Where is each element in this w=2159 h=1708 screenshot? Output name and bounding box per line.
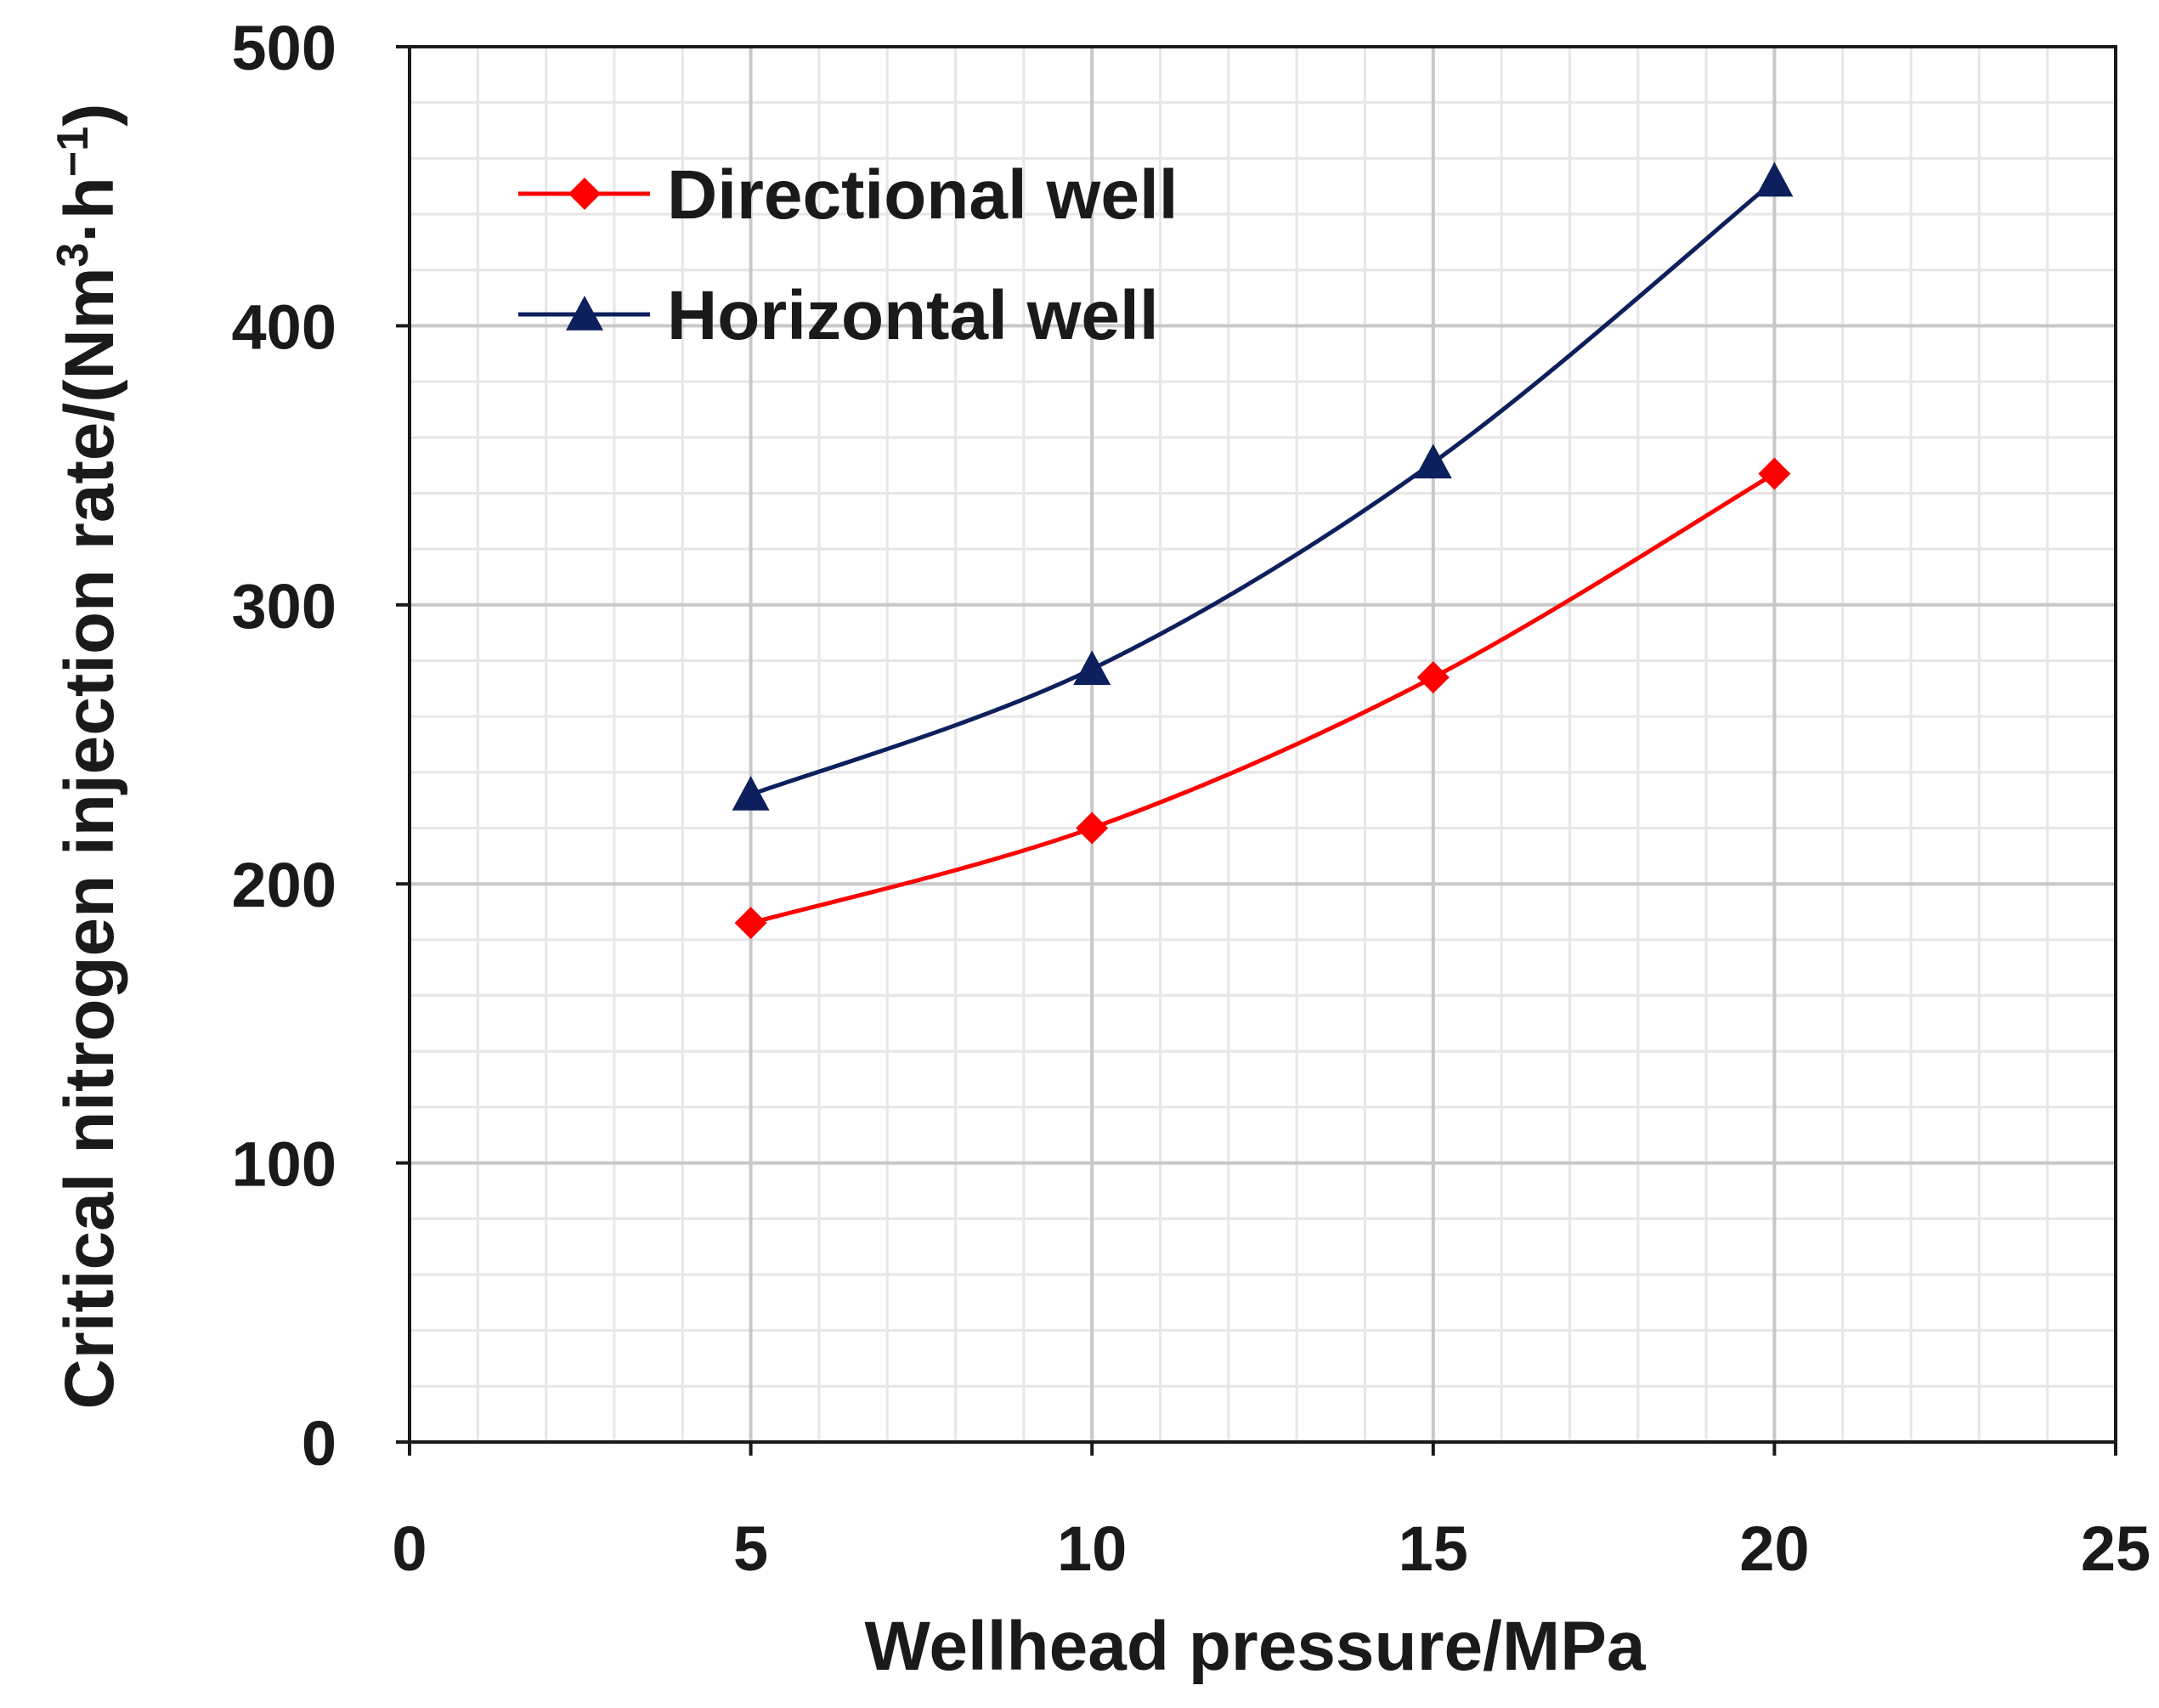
y-tick-label: 100 [232,1129,336,1200]
x-tick-label: 0 [392,1513,427,1584]
data-point-horizontal-well [1073,650,1111,686]
x-tick-label: 15 [1399,1513,1468,1584]
legend-entry-directional-well: Directional well [518,156,1178,234]
major-gridlines [410,47,2116,1442]
y-axis-title-suffix: ) [51,103,128,126]
data-point-directional-well [1416,661,1450,694]
legend: Directional well Horizontal well [518,156,1178,354]
series-line-horizontal-well [749,178,1776,797]
y-axis-title-sup-2: −1 [48,127,98,177]
series-directional-well [734,457,1791,940]
x-axis-title: Wellhead pressure/MPa [864,1608,1646,1685]
y-tick-label: 400 [232,291,336,362]
data-point-directional-well [1076,812,1109,845]
x-tick-label: 5 [733,1513,768,1584]
y-axis-title-mid: ·h [51,177,128,242]
y-axis-title: Critical nitrogen injection rate/(Nm3·h−… [48,103,128,1409]
y-axis-title-sup-1: 3 [48,243,98,268]
data-point-horizontal-well [732,776,770,811]
x-tick-label: 20 [1739,1513,1809,1584]
legend-marker-horizontal-well [566,296,603,331]
y-axis-tick-labels: 0 100 200 300 400 500 [232,13,336,1479]
data-point-directional-well [734,907,767,940]
x-axis-tick-labels: 0 5 10 15 20 25 [392,1513,2151,1584]
plot-area-frame [408,45,2117,1444]
y-tick-label: 200 [232,850,336,920]
x-tick-label: 10 [1057,1513,1127,1584]
legend-marker-directional-well [568,178,601,210]
series-layer [732,161,1794,940]
data-point-directional-well [1758,457,1791,490]
data-point-horizontal-well [1755,161,1794,197]
axis-ticks [396,45,2117,1456]
y-tick-label: 300 [232,571,336,642]
series-horizontal-well [732,161,1794,811]
legend-entry-horizontal-well: Horizontal well [518,277,1159,354]
x-tick-label: 25 [2081,1513,2151,1584]
legend-label-directional-well: Directional well [667,156,1178,234]
data-point-horizontal-well [1414,444,1452,479]
y-tick-label: 500 [232,13,336,83]
y-axis-title-prefix: Critical nitrogen injection rate/(Nm [51,267,128,1409]
y-tick-label: 0 [302,1408,336,1479]
legend-label-horizontal-well: Horizontal well [667,277,1159,354]
series-line-directional-well [749,472,1776,925]
